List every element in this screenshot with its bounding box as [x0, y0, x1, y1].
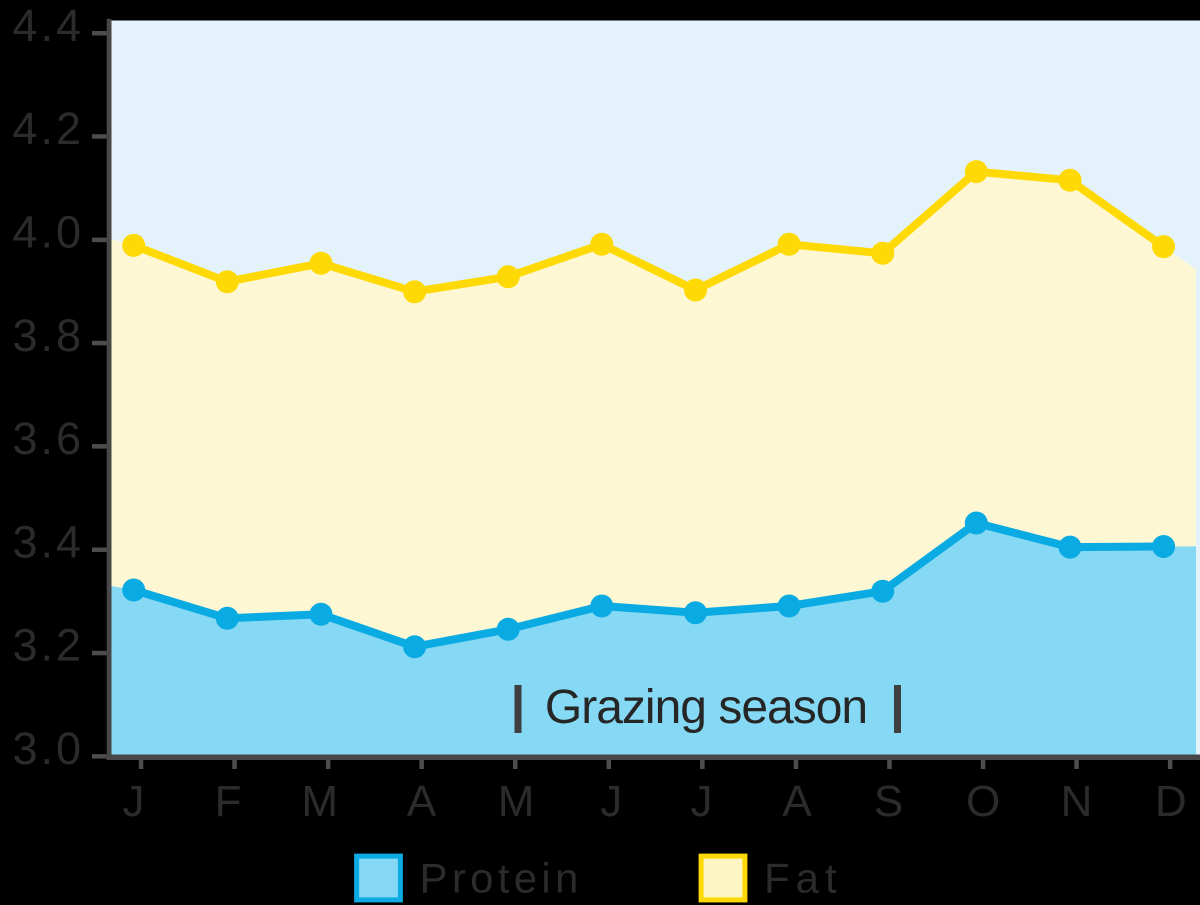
svg-text:A: A: [407, 777, 437, 826]
svg-text:M: M: [498, 777, 535, 826]
svg-text:Grazing season: Grazing season: [545, 681, 867, 734]
svg-text:3.0: 3.0: [12, 723, 84, 774]
svg-text:3.6: 3.6: [12, 413, 84, 464]
svg-text:O: O: [966, 777, 1000, 826]
svg-text:3.8: 3.8: [12, 310, 84, 361]
svg-text:4.4: 4.4: [12, 0, 84, 51]
svg-text:J: J: [123, 777, 145, 826]
svg-text:4.2: 4.2: [12, 103, 84, 154]
svg-text:F: F: [215, 777, 242, 826]
svg-text:S: S: [874, 777, 903, 826]
svg-text:3.4: 3.4: [12, 516, 84, 567]
svg-text:Fat: Fat: [764, 855, 843, 902]
svg-text:Protein: Protein: [420, 855, 583, 902]
svg-text:J: J: [600, 777, 622, 826]
svg-text:4.0: 4.0: [12, 207, 84, 258]
svg-text:J: J: [691, 777, 713, 826]
svg-text:N: N: [1061, 777, 1093, 826]
svg-text:M: M: [301, 777, 338, 826]
svg-text:D: D: [1155, 777, 1187, 826]
svg-text:3.2: 3.2: [12, 620, 84, 671]
svg-text:A: A: [782, 777, 812, 826]
